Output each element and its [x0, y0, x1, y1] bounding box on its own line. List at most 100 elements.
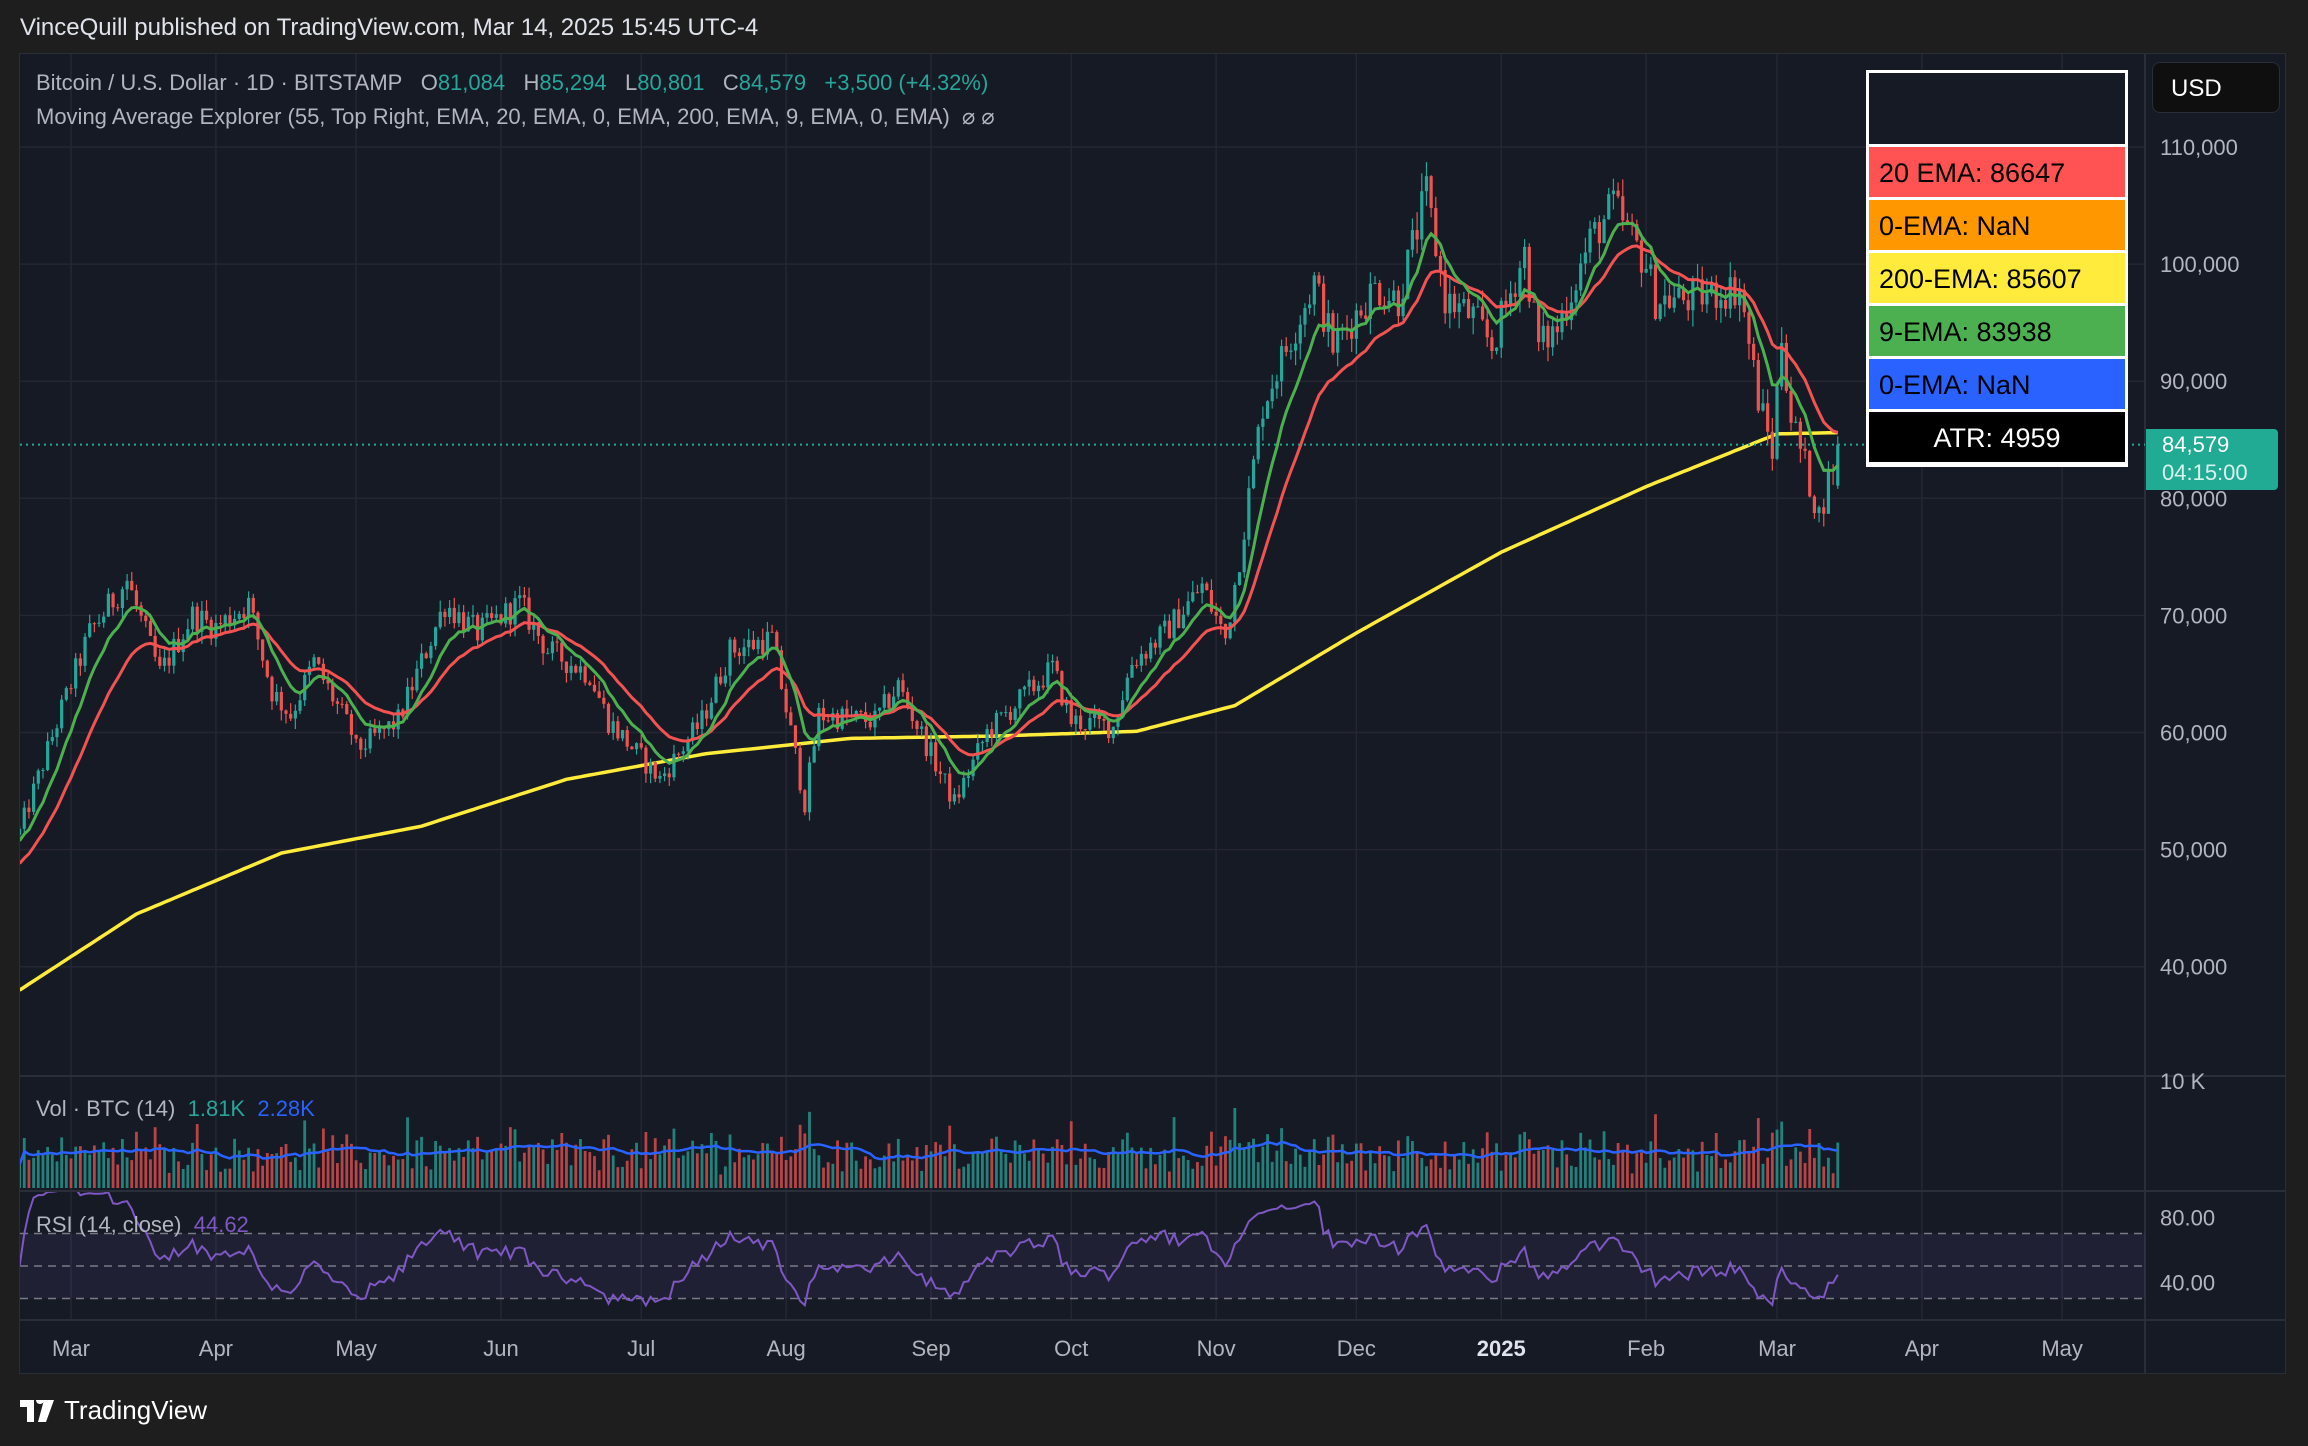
volume-bar: [1457, 1159, 1461, 1188]
candle-body: [144, 615, 148, 622]
candle-body: [130, 580, 134, 591]
volume-bar: [1485, 1132, 1489, 1188]
candle-body: [882, 694, 886, 708]
volume-bar: [1382, 1155, 1386, 1188]
volume-bar: [1640, 1152, 1643, 1188]
volume-bar: [1499, 1170, 1503, 1188]
indicator-legend[interactable]: Moving Average Explorer (55, Top Right, …: [36, 104, 995, 130]
candle-body: [1644, 268, 1648, 273]
candle-body: [1803, 448, 1807, 451]
volume-bar: [1555, 1167, 1559, 1188]
candle-body: [1261, 418, 1265, 427]
candle-body: [1144, 653, 1148, 659]
volume-bar: [1724, 1159, 1727, 1188]
candle-body: [429, 645, 433, 659]
volume-bar: [1471, 1149, 1475, 1188]
candle-body: [990, 729, 994, 737]
symbol-legend[interactable]: Bitcoin / U.S. Dollar · 1D · BITSTAMP O8…: [36, 70, 988, 96]
volume-bar: [686, 1151, 690, 1188]
candle-body: [1350, 328, 1354, 339]
volume-bar: [1378, 1146, 1382, 1188]
candle-body: [1653, 264, 1658, 319]
volume-bar: [840, 1171, 844, 1188]
volume-bars: [20, 1108, 1840, 1188]
volume-bar: [64, 1154, 68, 1188]
candle-body: [1181, 614, 1186, 629]
volume-bar: [756, 1154, 760, 1188]
candle-body: [1158, 626, 1162, 648]
volume-bar: [1270, 1161, 1274, 1188]
candle-body: [1298, 324, 1302, 344]
time-tick-label: Feb: [1627, 1336, 1665, 1361]
volume-bar: [111, 1147, 115, 1188]
candle-body: [878, 707, 882, 711]
volume-bar: [537, 1142, 540, 1188]
rsi-line-group: [20, 1192, 1839, 1308]
volume-bar: [798, 1124, 802, 1188]
volume-bar: [1350, 1160, 1354, 1188]
ma-row-ema9: 9-EMA: 83938: [1869, 306, 2125, 356]
volume-bar: [1256, 1162, 1260, 1188]
time-tick-label: May: [335, 1336, 377, 1361]
volume-bar: [1205, 1145, 1209, 1188]
volume-bar: [1696, 1171, 1699, 1188]
volume-bar: [929, 1151, 933, 1188]
volume-bar: [312, 1143, 316, 1188]
volume-legend[interactable]: Vol · BTC (14) 1.81K 2.28K: [36, 1096, 315, 1122]
volume-bar: [864, 1156, 867, 1188]
volume-bar: [1803, 1162, 1807, 1188]
candle-body: [906, 692, 910, 707]
volume-bar: [770, 1150, 774, 1188]
volume-bar: [1537, 1150, 1541, 1188]
rsi-legend[interactable]: RSI (14, close) 44.62: [36, 1212, 249, 1238]
currency-button[interactable]: USD: [2152, 62, 2280, 113]
candle-body: [1378, 283, 1382, 306]
volume-bar: [962, 1166, 966, 1188]
candle-body: [1836, 444, 1840, 486]
volume-bar: [1135, 1151, 1139, 1188]
candle-body: [424, 653, 428, 659]
candle-body: [1032, 679, 1036, 692]
candle-body: [1462, 299, 1466, 304]
volume-bar: [74, 1146, 78, 1188]
volume-bar: [1065, 1164, 1068, 1188]
volume-bar: [868, 1159, 872, 1188]
volume-bar: [1060, 1144, 1064, 1188]
rsi-value: 44.62: [193, 1212, 249, 1237]
volume-bar: [457, 1148, 461, 1188]
volume-bar: [326, 1151, 330, 1188]
indicator-label: Moving Average Explorer (55, Top Right, …: [36, 104, 950, 129]
candle-body: [74, 658, 78, 689]
volume-bar: [471, 1148, 475, 1188]
volume-bar: [1434, 1154, 1438, 1188]
volume-bar: [1747, 1151, 1751, 1188]
candle-body: [859, 711, 863, 713]
candle-body: [1177, 609, 1181, 629]
volume-bar: [205, 1170, 208, 1188]
candle-body: [1574, 290, 1578, 303]
candle-body: [60, 699, 64, 729]
rsi-line: [20, 1192, 1839, 1308]
volume-bar: [822, 1167, 825, 1188]
volume-bar: [1789, 1159, 1793, 1188]
volume-bar: [752, 1159, 755, 1188]
volume-bar: [508, 1127, 512, 1188]
volume-bar: [1710, 1156, 1713, 1188]
volume-bar: [1668, 1160, 1671, 1188]
volume-bar: [691, 1140, 695, 1188]
candle-body: [232, 618, 237, 626]
volume-bar: [551, 1139, 554, 1188]
candle-body: [1247, 488, 1251, 540]
candle-body: [190, 606, 195, 630]
candle-body: [1392, 290, 1396, 301]
tradingview-logo[interactable]: TradingView: [20, 1395, 207, 1426]
candle-body: [1784, 342, 1788, 391]
volume-bar: [924, 1145, 928, 1188]
volume-bar: [513, 1129, 517, 1188]
candle-body: [1705, 293, 1709, 305]
volume-bar: [672, 1128, 676, 1188]
candle-body: [1775, 386, 1779, 459]
volume-bar: [1186, 1160, 1190, 1188]
volume-bar: [177, 1161, 180, 1188]
